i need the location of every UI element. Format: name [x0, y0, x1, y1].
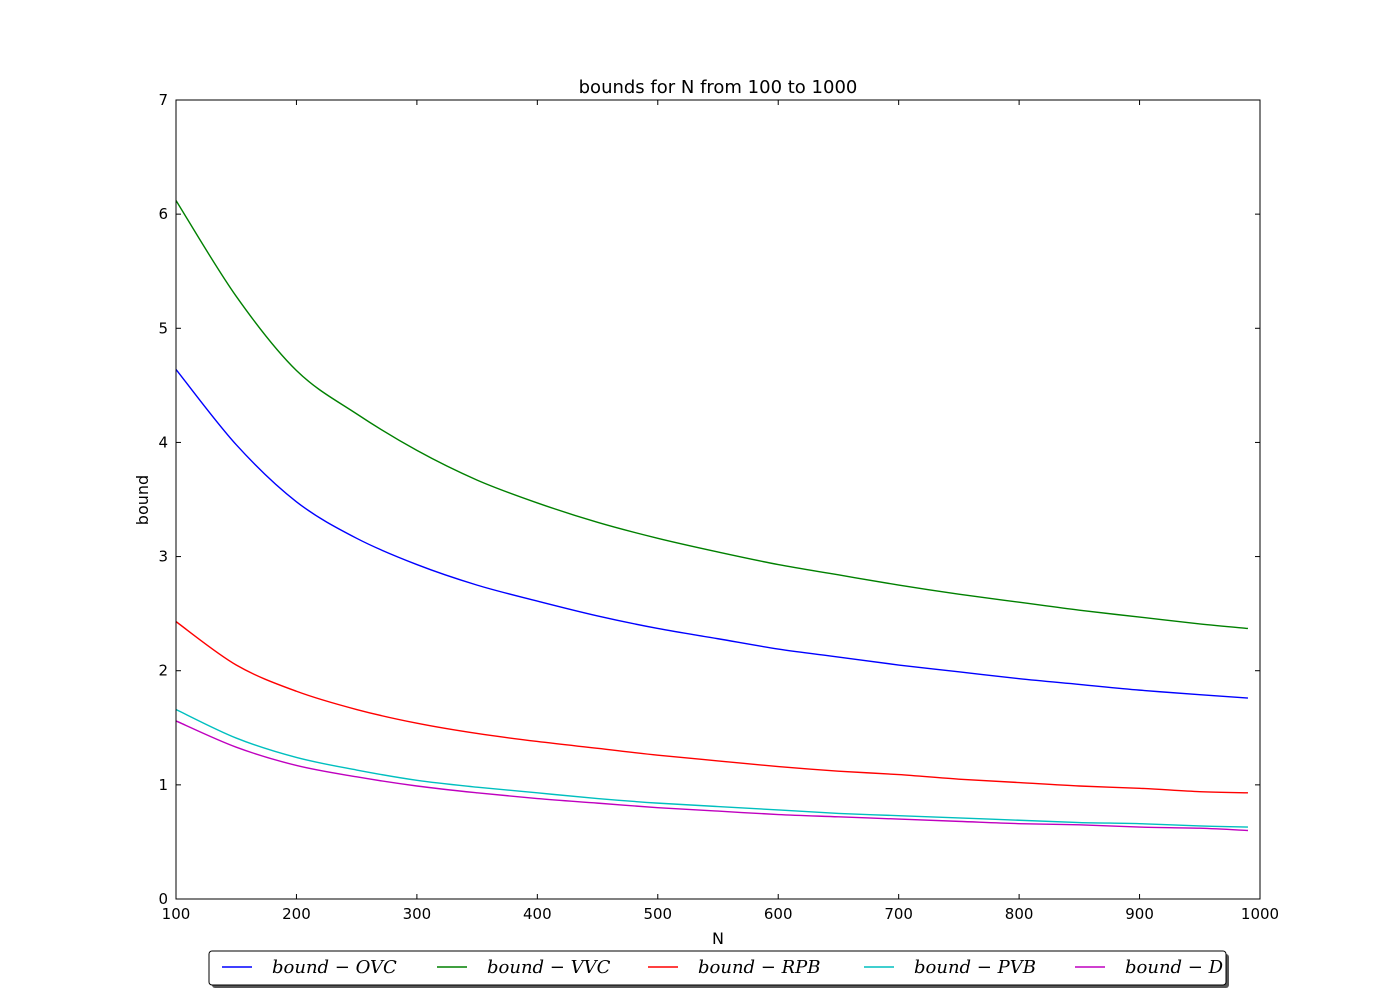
x-tick-label: 600: [764, 905, 793, 923]
x-tick-label: 200: [282, 905, 311, 923]
legend-label-4: bound − PVB: [914, 957, 1036, 978]
x-tick-label: 900: [1125, 905, 1154, 923]
x-tick-label: 500: [643, 905, 672, 923]
series-line-2: [175, 200, 1249, 630]
x-tick-label: 700: [884, 905, 913, 923]
y-axis-label: bound: [133, 475, 152, 525]
legend: bound − OVC bound − VVC bound − RPB bound −…: [208, 950, 1229, 988]
series-line-4: [175, 708, 1248, 828]
legend-box: [208, 950, 1227, 986]
y-tick-label: 1: [158, 776, 168, 794]
chart-title: bounds for N from 100 to 1000: [579, 77, 858, 98]
x-tick-label: 300: [403, 905, 432, 923]
x-tick-label: 400: [523, 905, 552, 923]
x-tick-label: 100: [162, 905, 191, 923]
x-tick-label: 800: [1005, 905, 1034, 923]
legend-label-1: bound − OVC: [272, 957, 397, 978]
x-axis-label: N: [712, 929, 724, 948]
legend-label-5: bound − D: [1125, 957, 1224, 978]
y-tick-label: 0: [158, 890, 168, 908]
legend-label-3: bound − RPB: [698, 957, 820, 978]
y-tick-label: 5: [158, 319, 168, 337]
plot-lines: [175, 200, 1249, 832]
y-tick-label: 4: [158, 433, 168, 451]
series-line-1: [175, 368, 1249, 699]
y-tick-label: 6: [158, 205, 168, 223]
plot-frame: [175, 99, 1261, 900]
y-tick-label: 2: [158, 662, 168, 680]
y-tick-label: 7: [158, 91, 168, 109]
y-tick-label: 3: [158, 548, 168, 566]
legend-label-2: bound − VVC: [487, 957, 611, 978]
x-tick-label: 1000: [1241, 905, 1279, 923]
series-line-5: [175, 720, 1248, 832]
axis-ticks: 100 200 300 400 500 600 700 800 900 1000 0 1 2 3 4 5 6 7: [158, 91, 1279, 923]
series-line-3: [175, 621, 1248, 794]
